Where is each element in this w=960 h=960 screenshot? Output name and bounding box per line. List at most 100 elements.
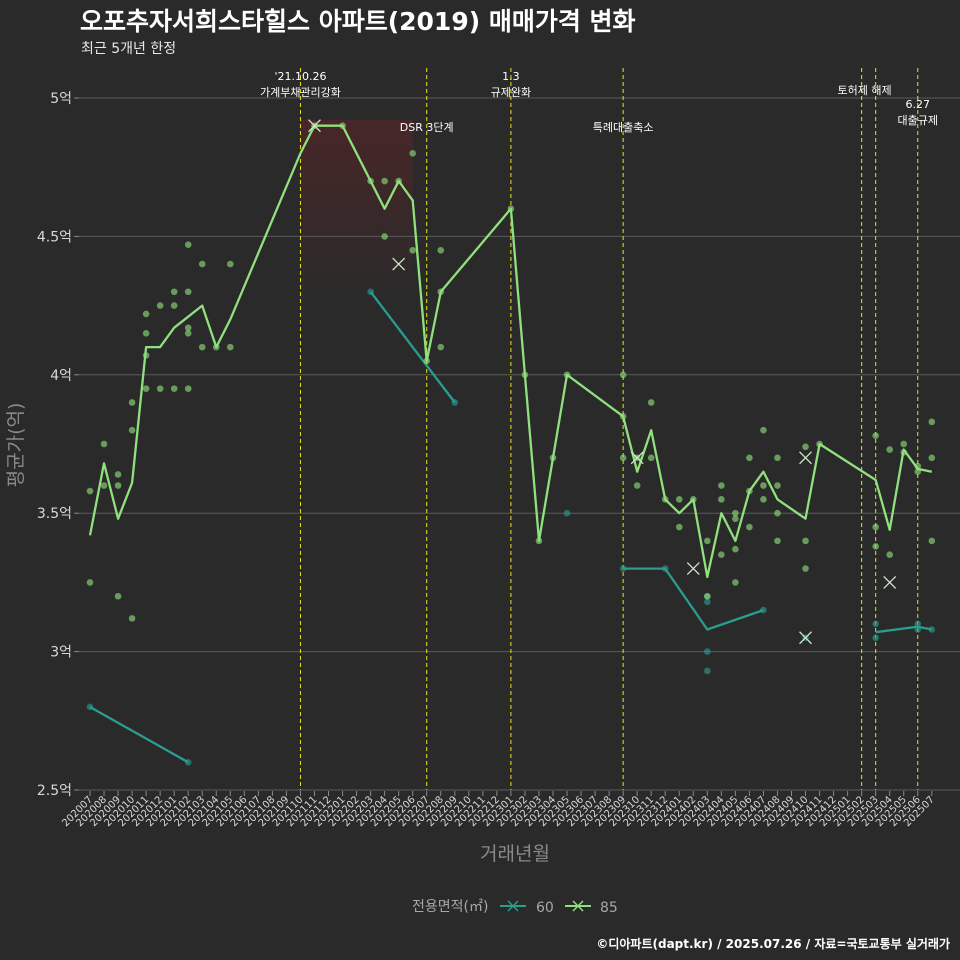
event-label: 1.3 규제완화	[491, 70, 531, 99]
point-60	[914, 620, 922, 628]
point-85	[718, 496, 725, 503]
point-85	[184, 288, 192, 296]
cross-marker-60	[799, 631, 812, 645]
point-60	[704, 648, 711, 655]
y-tick-label: 5억	[50, 91, 72, 107]
y-tick-label: 4.5억	[37, 229, 72, 245]
event-label: DSR 3단계	[400, 121, 454, 134]
point-85	[633, 482, 641, 489]
point-85	[184, 329, 192, 337]
point-85	[760, 426, 767, 434]
point-85	[675, 496, 683, 503]
point-85	[774, 537, 781, 545]
point-85	[563, 371, 571, 379]
point-85	[872, 432, 879, 439]
source-caption: ©디아파트(dapt.kr) / 2025.07.26 / 자료=국토교통부 실…	[596, 937, 950, 951]
point-85	[86, 579, 94, 586]
shaded-band-rect	[300, 120, 413, 420]
point-85	[647, 399, 655, 406]
point-60	[661, 565, 669, 572]
point-85	[156, 302, 164, 309]
point-85	[802, 443, 809, 451]
series-line-60	[623, 567, 764, 631]
legend-title: 전용면적(㎡)	[412, 899, 488, 915]
point-85	[100, 440, 108, 448]
point-85	[142, 352, 150, 359]
point-85	[689, 496, 697, 503]
point-85	[156, 385, 164, 392]
series-crosses	[308, 119, 897, 645]
point-85	[212, 343, 220, 351]
point-85	[760, 482, 767, 489]
event-label: 6.27 대출규제	[898, 98, 938, 127]
cross-marker-85	[799, 451, 812, 465]
point-85	[142, 385, 150, 392]
point-85	[114, 592, 122, 600]
y-axis-ticks: 2.5억 3억 3.5억 4억 4.5억 5억	[37, 91, 79, 799]
point-85	[732, 579, 739, 586]
point-85	[704, 537, 711, 545]
point-85	[774, 454, 781, 462]
point-85	[760, 496, 767, 503]
point-85	[170, 288, 178, 296]
legend-swatch-60-cross	[507, 900, 519, 912]
point-85	[184, 241, 192, 249]
point-85	[395, 177, 402, 185]
point-85	[774, 482, 781, 489]
point-85	[437, 343, 445, 351]
legend-swatch-85-cross	[572, 900, 584, 912]
point-60	[872, 620, 879, 628]
point-85	[437, 288, 445, 296]
point-85	[886, 551, 894, 559]
point-85	[718, 551, 725, 559]
series-lines	[88, 124, 933, 764]
point-85	[423, 357, 431, 365]
shaded-band	[300, 120, 413, 420]
point-85	[928, 454, 936, 462]
point-85	[886, 446, 894, 453]
point-60	[914, 626, 922, 633]
cross-marker-85	[630, 451, 644, 465]
point-85	[732, 509, 739, 517]
y-gridlines	[78, 97, 960, 791]
point-85	[521, 371, 529, 379]
point-85	[507, 205, 515, 213]
point-60	[184, 759, 192, 766]
point-85	[802, 537, 809, 545]
point-60	[872, 634, 879, 642]
point-85	[142, 310, 150, 318]
event-lines	[299, 68, 919, 790]
chart-subtitle: 최근 5개년 한정	[81, 41, 177, 57]
y-axis-title: 평균가(억)	[5, 403, 27, 488]
point-85	[128, 615, 136, 622]
cross-marker-85	[686, 562, 700, 576]
legend: 전용면적(㎡) 60 85	[412, 899, 618, 916]
point-85	[128, 426, 136, 434]
point-85	[381, 177, 388, 185]
point-85	[367, 177, 374, 185]
series-line-60	[89, 705, 189, 764]
x-axis-title: 거래년월	[480, 843, 550, 865]
y-tick-label: 2.5억	[37, 783, 72, 799]
point-85	[128, 399, 136, 406]
point-85	[816, 440, 823, 448]
point-85	[381, 233, 388, 240]
point-85	[198, 260, 206, 268]
point-85	[900, 440, 908, 448]
point-85	[619, 454, 627, 462]
point-85	[619, 413, 627, 420]
point-60	[704, 598, 711, 606]
point-85	[114, 471, 122, 478]
point-85	[872, 523, 879, 531]
point-85	[86, 487, 94, 495]
point-85	[184, 385, 192, 392]
point-85	[339, 122, 346, 129]
point-85	[900, 449, 908, 456]
event-label: '21.10.26 가계부채관리강화	[260, 70, 341, 99]
point-85	[661, 496, 669, 503]
point-85	[872, 543, 879, 550]
y-tick-label: 4억	[50, 368, 72, 384]
point-85	[409, 150, 416, 157]
